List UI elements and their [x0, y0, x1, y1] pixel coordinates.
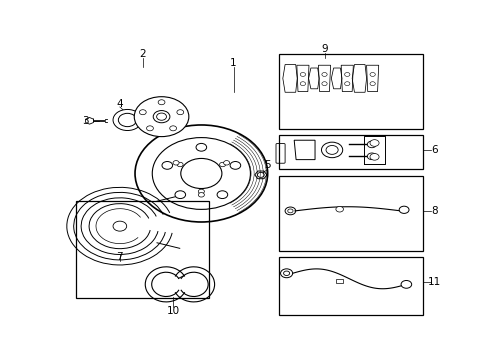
Text: 7: 7	[116, 252, 123, 262]
Circle shape	[300, 82, 305, 86]
Circle shape	[230, 162, 240, 169]
Circle shape	[369, 72, 374, 76]
Text: 10: 10	[166, 306, 179, 316]
Circle shape	[146, 126, 153, 131]
Text: 8: 8	[430, 206, 437, 216]
Circle shape	[162, 162, 172, 169]
Text: 9: 9	[321, 44, 327, 54]
Bar	[279, 135, 422, 169]
Circle shape	[134, 97, 188, 136]
Circle shape	[177, 110, 183, 115]
Circle shape	[335, 207, 343, 212]
Text: 4: 4	[116, 99, 123, 109]
Circle shape	[285, 207, 295, 215]
Circle shape	[325, 145, 338, 154]
Circle shape	[366, 141, 376, 148]
Circle shape	[198, 189, 204, 194]
Circle shape	[344, 82, 349, 86]
Circle shape	[321, 142, 342, 158]
Circle shape	[287, 209, 292, 213]
Circle shape	[139, 110, 146, 115]
Circle shape	[321, 82, 326, 86]
Circle shape	[177, 162, 183, 167]
Circle shape	[321, 72, 326, 76]
Circle shape	[219, 162, 225, 167]
Circle shape	[113, 109, 142, 131]
Circle shape	[369, 82, 374, 86]
Circle shape	[153, 111, 169, 123]
Circle shape	[344, 72, 349, 76]
Circle shape	[217, 191, 227, 199]
Circle shape	[169, 126, 176, 131]
Circle shape	[196, 143, 206, 151]
Circle shape	[175, 191, 185, 199]
Circle shape	[118, 113, 136, 127]
Bar	[279, 54, 422, 129]
Text: 3: 3	[82, 116, 89, 126]
Text: 11: 11	[427, 276, 440, 287]
Circle shape	[158, 100, 164, 105]
Circle shape	[369, 140, 378, 146]
Circle shape	[280, 269, 292, 278]
Bar	[335, 279, 343, 283]
Text: 5: 5	[264, 160, 270, 170]
Circle shape	[366, 153, 376, 159]
Text: 6: 6	[430, 145, 437, 155]
Bar	[279, 176, 422, 251]
Circle shape	[173, 161, 179, 165]
Circle shape	[369, 153, 378, 160]
Circle shape	[398, 206, 408, 213]
Circle shape	[283, 271, 289, 275]
Text: 2: 2	[139, 49, 145, 59]
Circle shape	[400, 280, 411, 288]
Bar	[279, 257, 422, 315]
Circle shape	[223, 161, 229, 165]
Text: 1: 1	[230, 58, 236, 68]
Circle shape	[300, 72, 305, 76]
Circle shape	[156, 113, 166, 120]
Circle shape	[198, 193, 204, 197]
Bar	[76, 201, 208, 298]
